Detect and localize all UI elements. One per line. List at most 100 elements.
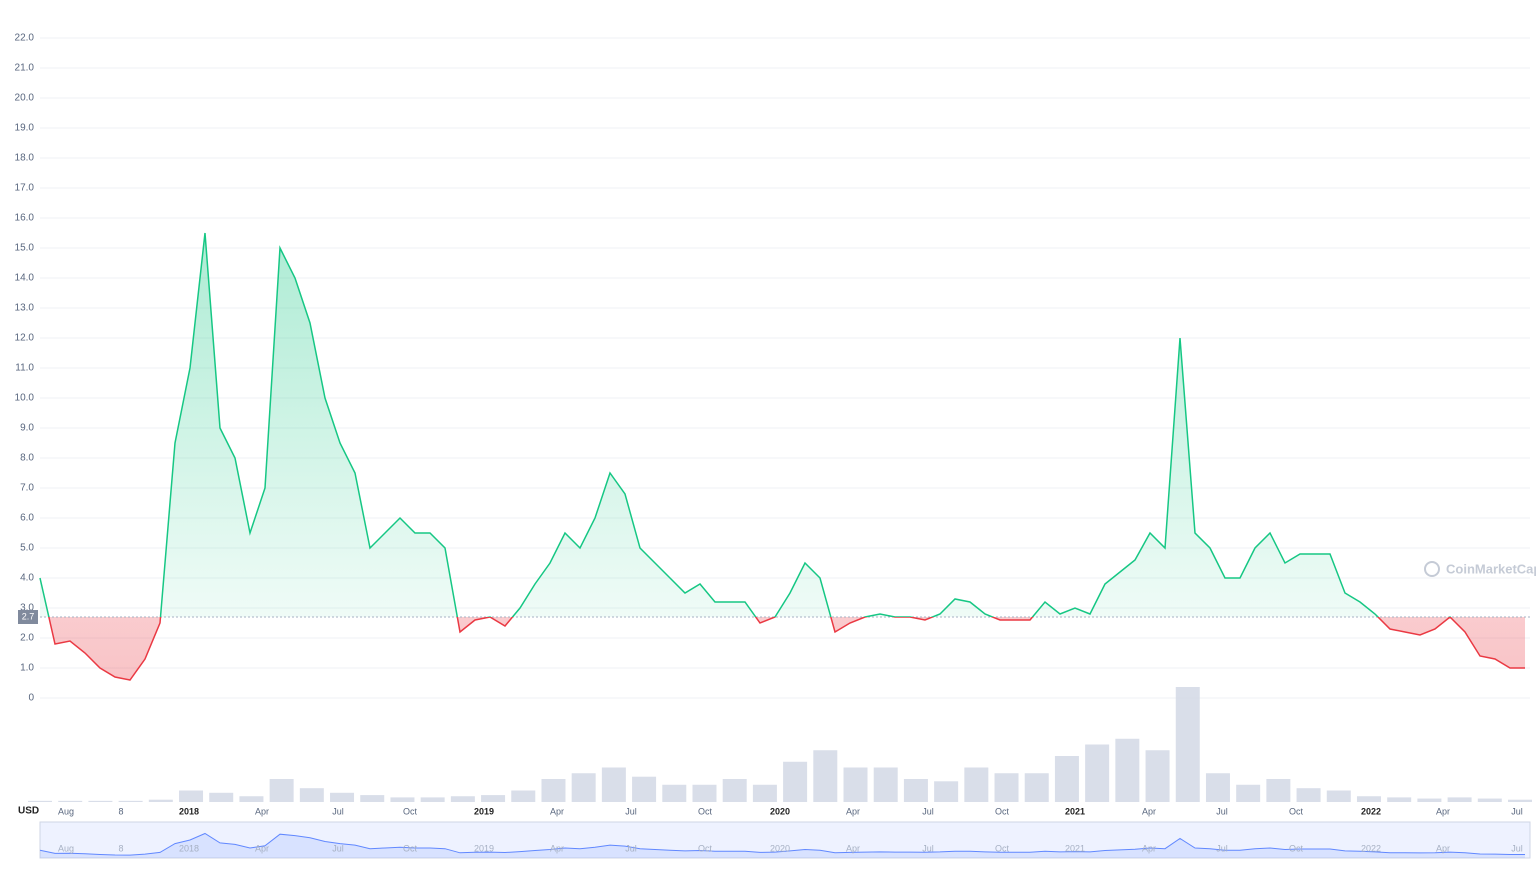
volume-bar <box>1296 788 1321 802</box>
x-tick-label: Apr <box>1436 806 1450 816</box>
navigator-label: Jul <box>625 843 637 853</box>
volume-bar <box>692 784 717 802</box>
y-tick-label: 6.0 <box>20 513 34 524</box>
y-tick-label: 22.0 <box>15 33 35 44</box>
volume-bar <box>1054 756 1079 802</box>
y-tick-label: 5.0 <box>20 543 34 554</box>
volume-bar <box>994 773 1019 802</box>
volume-bar <box>873 767 898 802</box>
x-tick-label: Jul <box>332 806 344 816</box>
watermark-logo <box>1424 561 1440 577</box>
x-tick-label: 2018 <box>179 806 199 816</box>
navigator-label: Jul <box>922 843 934 853</box>
y-tick-label: 12.0 <box>15 333 35 344</box>
y-tick-label: 19.0 <box>15 123 35 134</box>
x-tick-label: 2022 <box>1361 806 1381 816</box>
y-tick-label: 2.0 <box>20 633 34 644</box>
x-tick-label: Jul <box>1216 806 1228 816</box>
volume-bar <box>481 795 506 802</box>
navigator-label: Apr <box>255 843 269 853</box>
volume-bar <box>88 800 113 802</box>
y-tick-label: 0 <box>28 693 34 704</box>
volume-bar <box>1205 773 1230 802</box>
volume-bar <box>1024 773 1049 802</box>
volume-bar <box>783 761 808 802</box>
volume-bar <box>1115 738 1140 802</box>
x-tick-label: Oct <box>698 806 713 816</box>
y-tick-label: 13.0 <box>15 303 35 314</box>
volume-bar <box>964 767 989 802</box>
volume-bar <box>360 795 385 802</box>
y-tick-label: 16.0 <box>15 213 35 224</box>
volume-bar <box>1477 798 1502 802</box>
volume-bar <box>1447 797 1472 802</box>
volume-bar <box>843 767 868 802</box>
volume-bar <box>1326 790 1351 802</box>
y-tick-label: 3.0 <box>20 603 34 614</box>
volume-bar <box>1145 750 1170 802</box>
x-tick-label: 8 <box>118 806 123 816</box>
volume-bar <box>1175 687 1200 802</box>
volume-bar <box>541 779 566 802</box>
x-tick-label: Apr <box>1142 806 1156 816</box>
navigator-label: Oct <box>698 843 713 853</box>
navigator-line <box>39 832 1525 856</box>
watermark: CoinMarketCap <box>1446 561 1536 576</box>
navigator-label: Oct <box>403 843 418 853</box>
volume-bar <box>601 767 626 802</box>
y-tick-label: 10.0 <box>15 393 35 404</box>
volume-bar <box>299 788 324 802</box>
x-tick-label: 2019 <box>474 806 494 816</box>
y-tick-label: 15.0 <box>15 243 35 254</box>
x-tick-label: Apr <box>846 806 860 816</box>
navigator-label: Apr <box>550 843 564 853</box>
navigator-label: 2019 <box>474 843 494 853</box>
x-tick-label: Apr <box>255 806 269 816</box>
reference-badge <box>18 610 38 624</box>
volume-bar <box>903 779 928 802</box>
volume-bar <box>1085 744 1110 802</box>
volume-bar <box>118 800 143 802</box>
x-tick-label: Jul <box>1511 806 1523 816</box>
navigator-label: 8 <box>118 843 123 853</box>
volume-bar <box>1387 797 1412 802</box>
volume-bar <box>571 773 596 802</box>
volume-bar <box>662 784 687 802</box>
volume-bar <box>632 776 657 802</box>
navigator-label: Apr <box>846 843 860 853</box>
navigator-label: 2022 <box>1361 843 1381 853</box>
navigator-label: 2021 <box>1065 843 1085 853</box>
x-tick-label: Oct <box>1289 806 1304 816</box>
reference-label: 2.7 <box>22 611 35 621</box>
currency-label: USD <box>18 806 39 817</box>
navigator-label: Jul <box>1511 843 1523 853</box>
y-tick-label: 21.0 <box>15 63 35 74</box>
x-tick-label: 2021 <box>1065 806 1085 816</box>
volume-bar <box>722 779 747 802</box>
volume-bar <box>58 800 83 802</box>
x-tick-label: Jul <box>625 806 637 816</box>
navigator-label: Apr <box>1436 843 1450 853</box>
navigator-label: Jul <box>1216 843 1228 853</box>
volume-bar <box>1356 796 1381 802</box>
volume-bar <box>1508 799 1532 802</box>
navigator-label: Oct <box>1289 843 1304 853</box>
volume-bar <box>752 784 777 802</box>
volume-bar <box>934 781 959 802</box>
navigator-label: Aug <box>58 843 74 853</box>
navigator-label: 2018 <box>179 843 199 853</box>
y-tick-label: 1.0 <box>20 663 34 674</box>
volume-bar <box>1236 784 1261 802</box>
navigator[interactable] <box>39 821 1531 859</box>
y-tick-label: 18.0 <box>15 153 35 164</box>
volume-bar <box>813 750 838 802</box>
y-tick-label: 7.0 <box>20 483 34 494</box>
volume-bar <box>420 797 445 802</box>
volume-bar <box>269 779 294 802</box>
volume-bar <box>330 792 355 802</box>
y-tick-label: 4.0 <box>20 573 34 584</box>
y-tick-label: 20.0 <box>15 93 35 104</box>
volume-bar <box>511 790 536 802</box>
y-tick-label: 11.0 <box>15 363 34 374</box>
x-tick-label: Apr <box>550 806 564 816</box>
